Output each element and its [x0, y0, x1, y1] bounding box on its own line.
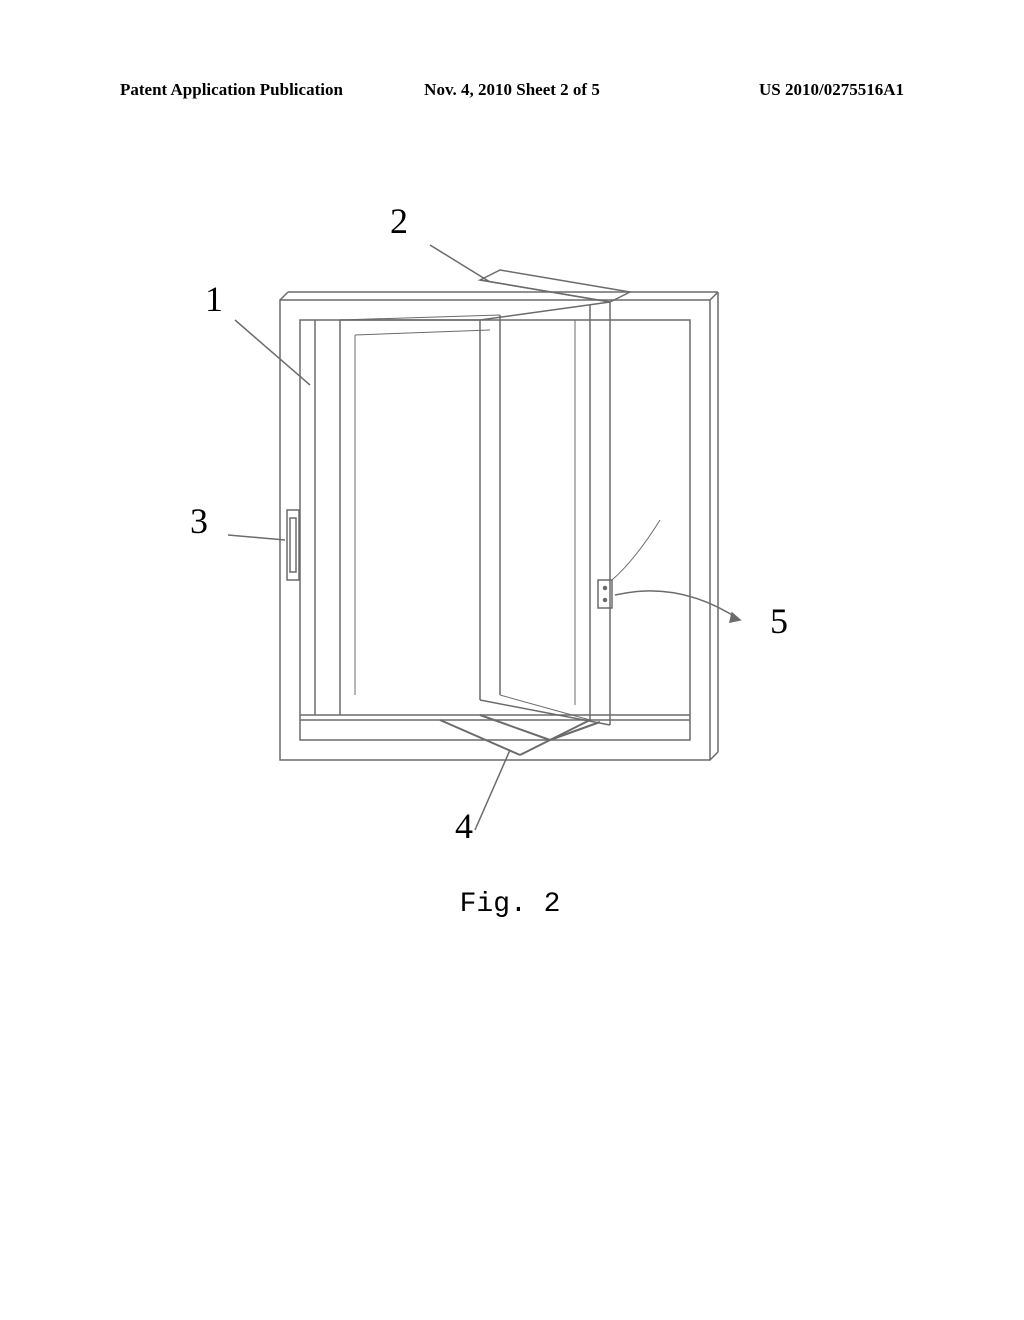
page-header: Patent Application Publication Nov. 4, 2… — [0, 80, 1024, 100]
ref-label-2: 2 — [390, 200, 408, 242]
ref-label-1: 1 — [205, 278, 223, 320]
header-publication: Patent Application Publication — [120, 80, 384, 100]
figure-caption: Fig. 2 — [460, 889, 561, 920]
header-patent-number: US 2010/0275516A1 — [640, 80, 904, 100]
window-diagram — [180, 220, 840, 920]
ref-label-3: 3 — [190, 500, 208, 542]
header-date-sheet: Nov. 4, 2010 Sheet 2 of 5 — [424, 80, 600, 100]
ref-label-5: 5 — [770, 600, 788, 642]
figure-container: 1 2 3 4 5 Fig. 2 — [180, 220, 840, 920]
ref-label-4: 4 — [455, 805, 473, 847]
